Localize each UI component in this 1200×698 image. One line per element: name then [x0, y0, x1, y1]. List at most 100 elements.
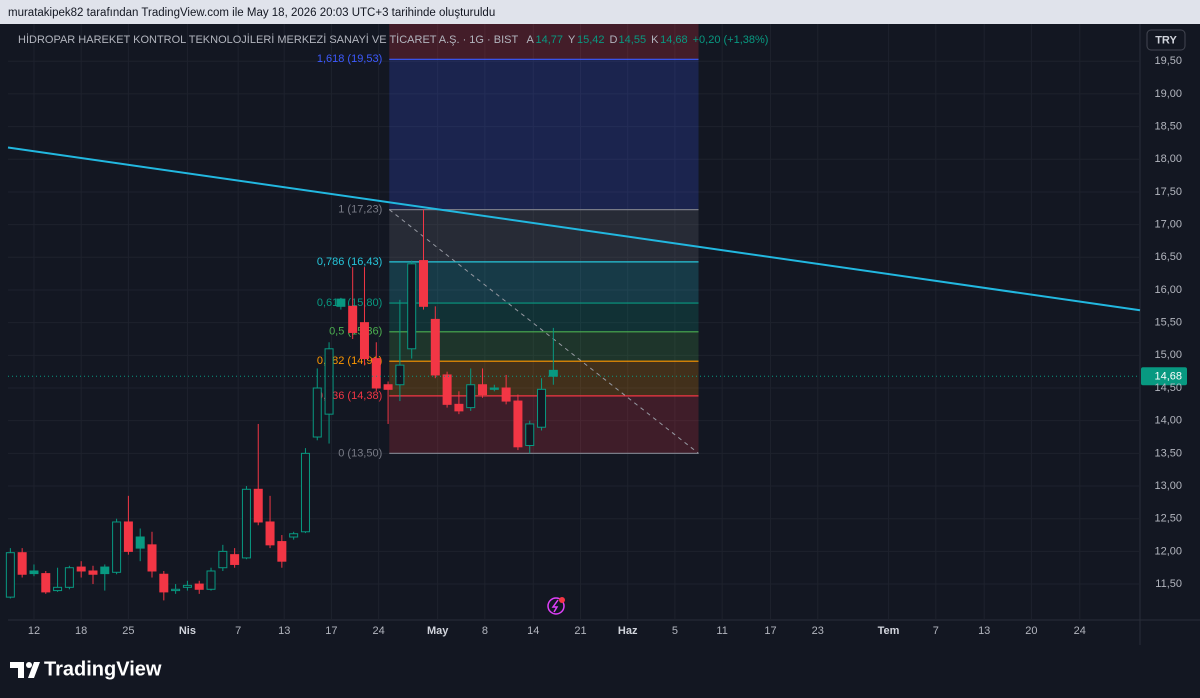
candle-body [348, 305, 358, 333]
x-tick-label: 17 [764, 625, 776, 637]
fib-zone [389, 209, 699, 262]
candle-body [17, 552, 27, 575]
candle-body [383, 384, 393, 390]
candle-body [29, 570, 39, 575]
candle-body [53, 586, 63, 592]
candle-body [371, 358, 381, 389]
candle-body [206, 570, 216, 590]
candles [5, 209, 558, 601]
candle-body [171, 588, 181, 592]
candle-body [194, 583, 204, 590]
credit: muratakipek82 tarafından TradingView.com… [8, 7, 495, 19]
fib-label: 0 (13,50) [338, 447, 382, 459]
y-tick-label: 14,00 [1154, 415, 1182, 427]
candle-body [182, 584, 192, 588]
axes: 11,50 12,00 12,50 13,00 13,50 14,00 14,50 15,00… [28, 55, 1182, 637]
candle-body [277, 541, 287, 562]
y-tick-label: 16,00 [1154, 284, 1182, 296]
ohlc-label: Y [568, 34, 576, 46]
candle-body [159, 573, 169, 593]
x-tick-label: 21 [574, 625, 586, 637]
candle-body [489, 387, 499, 390]
x-tick-label: 24 [1074, 625, 1086, 637]
x-tick-label: Haz [618, 625, 638, 637]
y-tick-label: 13,00 [1154, 480, 1182, 492]
candle-body [41, 573, 51, 593]
x-tick-label: 7 [235, 625, 241, 637]
x-tick-label: 13 [978, 625, 990, 637]
x-tick-label: 13 [278, 625, 290, 637]
candle-body [395, 364, 405, 386]
y-tick-label: 17,00 [1154, 219, 1182, 231]
candle-body [5, 552, 15, 598]
candle-body [324, 348, 334, 415]
y-tick-label: 18,00 [1154, 153, 1182, 165]
change: +0,20 (+1,38%) [693, 34, 769, 46]
currency: TRY [1155, 34, 1177, 46]
x-tick-label: 7 [933, 625, 939, 637]
x-tick-label: 5 [672, 625, 678, 637]
currency-button[interactable] [1146, 29, 1186, 51]
fib-trend [388, 209, 699, 454]
x-tick-label: 24 [373, 625, 385, 637]
candle-body [265, 521, 275, 546]
x-tick-label: 23 [812, 625, 824, 637]
y-tick-label: 13,50 [1154, 447, 1182, 459]
candle-body [359, 322, 369, 360]
candle-body [253, 488, 263, 523]
candle-body [100, 566, 110, 575]
candle-body [123, 521, 133, 552]
x-tick-label: 11 [716, 625, 727, 637]
candle-body [548, 369, 558, 377]
x-tick-label: Nis [179, 625, 196, 637]
x-tick-label: May [427, 625, 449, 637]
candle-body [64, 567, 74, 588]
candle-body [147, 544, 157, 572]
candle-body [418, 260, 428, 307]
fib-zone [389, 303, 699, 332]
candle-body [442, 374, 452, 405]
y-tick-label: 19,50 [1154, 55, 1182, 67]
fib-zone [389, 59, 699, 210]
candle-body [478, 384, 488, 396]
candle-body [230, 554, 240, 565]
trendline [7, 146, 1141, 312]
x-tick-label: 18 [75, 625, 87, 637]
fib-label: 1,618 (19,53) [317, 53, 382, 65]
ohlc-value: 14,55 [619, 34, 647, 46]
overlays: 14,68 [7, 146, 1187, 386]
last-price-label: 14,68 [1154, 371, 1182, 383]
x-tick-label: 25 [122, 625, 134, 637]
candle-body [513, 400, 523, 448]
x-tick-label: 12 [28, 625, 40, 637]
candle-body [466, 384, 476, 409]
fib-label: 1 (17,23) [338, 204, 382, 216]
y-tick-label: 19,00 [1154, 88, 1182, 100]
logo-icon [10, 662, 40, 678]
candle-body [218, 550, 228, 569]
logo-text: TradingView [44, 658, 162, 680]
y-tick-label: 18,50 [1154, 121, 1182, 133]
candle-body [289, 533, 299, 538]
ohlc-value: 14,77 [535, 34, 563, 46]
candle-body [537, 388, 547, 428]
y-tick-label: 12,00 [1154, 545, 1182, 557]
fib-zone [389, 331, 699, 362]
x-tick-label: 8 [482, 625, 488, 637]
y-tick-label: 12,50 [1154, 513, 1182, 525]
candle-body [88, 570, 98, 575]
x-tick-label: 20 [1025, 625, 1037, 637]
fib-zone [389, 24, 699, 60]
fib-label: 0,786 (16,43) [317, 256, 382, 268]
candle-body [407, 263, 417, 350]
candle-body [430, 318, 440, 376]
y-tick-label: 15,00 [1154, 349, 1182, 361]
last-price-tag [1141, 367, 1187, 386]
x-tick-label: 17 [325, 625, 337, 637]
ohlc-label: K [651, 34, 659, 46]
x-tick-label: Tem [878, 625, 900, 637]
y-tick-label: 14,50 [1154, 382, 1182, 394]
